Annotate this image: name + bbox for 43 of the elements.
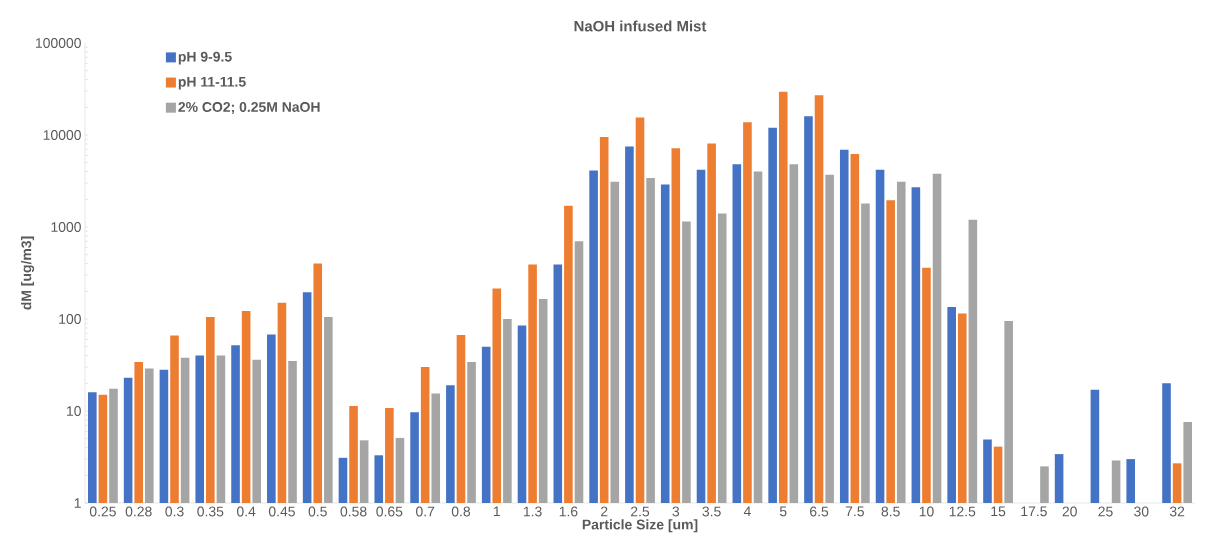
x-tick-label: 15: [991, 506, 1006, 517]
x-tick-label: 2: [601, 506, 608, 517]
x-tick-label: 2.5: [631, 506, 650, 517]
x-tick-label: 3: [672, 506, 680, 517]
x-tick-label: 0.8: [451, 506, 471, 517]
x-tick-label: 0.35: [197, 506, 224, 517]
legend-label: pH 11-11.5: [178, 77, 246, 90]
x-tick-label: 30: [1134, 506, 1149, 517]
legend-label: pH 9-9.5: [178, 51, 232, 65]
x-tick-label: 0.65: [376, 506, 403, 517]
x-tick-label: 3.5: [702, 506, 721, 517]
x-tick-label: 20: [1062, 506, 1077, 517]
y-tick-label: 10: [67, 406, 81, 416]
x-tick-label: 0.3: [165, 506, 184, 517]
y-tick-label: 1: [74, 498, 81, 508]
x-tick-label: 12.5: [949, 506, 976, 517]
x-tick-label: 1.6: [559, 506, 578, 517]
x-tick-label: 17.5: [1021, 506, 1047, 517]
x-axis-title: Particle Size [um]: [582, 519, 698, 533]
x-tick-label: 0.5: [308, 506, 327, 517]
y-tick-label: 1000: [51, 222, 81, 232]
x-tick-label: 0.28: [125, 506, 152, 517]
y-tick-label: 100000: [36, 38, 81, 48]
y-tick-label: 100: [59, 314, 81, 324]
x-tick-label: 4: [743, 506, 751, 517]
x-tick-label: 10: [919, 506, 934, 517]
x-tick-label: 0.45: [268, 506, 295, 517]
x-tick-label: 1.3: [523, 506, 542, 517]
x-tick-label: 32: [1169, 506, 1185, 517]
x-tick-label: 0.58: [340, 506, 367, 517]
x-tick-label: 25: [1098, 506, 1113, 517]
x-tick-label: 8.5: [881, 506, 900, 517]
y-axis-title: dM [ug/m3]: [21, 236, 35, 310]
x-tick-label: 7.5: [845, 506, 864, 517]
chart-title: NaOH infused Mist: [574, 20, 707, 32]
x-tick-label: 0.4: [236, 506, 256, 517]
x-tick-label: 6.5: [810, 506, 829, 517]
x-tick-label: 0.7: [416, 506, 435, 517]
legend-label: 2% CO2; 0.25M NaOH: [178, 102, 320, 114]
y-tick-label: 10000: [43, 130, 81, 140]
x-tick-label: 1: [493, 506, 500, 517]
x-tick-label: 5: [779, 506, 787, 517]
x-tick-label: 0.25: [89, 506, 116, 517]
